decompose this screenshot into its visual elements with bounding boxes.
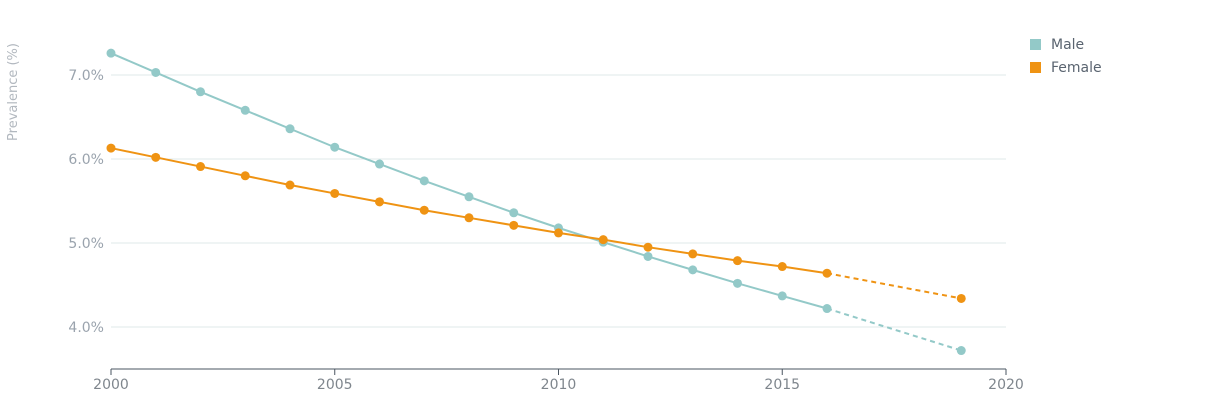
data-point-male[interactable] <box>464 192 474 202</box>
data-point-male[interactable] <box>822 304 832 314</box>
legend-swatch-male <box>1030 39 1041 50</box>
data-point-male[interactable] <box>196 87 205 97</box>
legend-swatch-female <box>1030 62 1041 73</box>
data-point-female[interactable] <box>375 197 384 207</box>
series-line-male <box>110 52 828 310</box>
projection-point-male[interactable] <box>956 346 966 356</box>
y-tick-label: 5.0% <box>68 236 104 252</box>
data-point-male[interactable] <box>509 208 519 218</box>
projection-point-female[interactable] <box>956 293 966 303</box>
data-point-male[interactable] <box>106 48 116 58</box>
data-point-female[interactable] <box>464 213 474 223</box>
data-point-male[interactable] <box>419 176 429 186</box>
legend-item-male[interactable]: Male <box>1030 33 1102 56</box>
data-point-female[interactable] <box>554 228 563 238</box>
data-point-female[interactable] <box>419 205 429 215</box>
data-point-female[interactable] <box>196 162 205 172</box>
x-tick-label: 2015 <box>764 377 800 393</box>
legend: Male Female <box>1030 33 1102 79</box>
x-tick-label: 2020 <box>988 377 1024 393</box>
legend-label-male: Male <box>1051 36 1085 53</box>
grid-lines <box>111 74 1006 328</box>
data-point-female[interactable] <box>509 220 519 230</box>
data-point-male[interactable] <box>285 124 295 134</box>
data-point-female[interactable] <box>285 180 295 190</box>
data-point-male[interactable] <box>330 142 340 152</box>
data-point-male[interactable] <box>375 159 384 169</box>
y-tick-label: 4.0% <box>68 320 104 336</box>
series-male <box>106 48 966 356</box>
data-point-female[interactable] <box>643 242 653 252</box>
data-point-male[interactable] <box>643 251 653 261</box>
data-point-female[interactable] <box>777 262 787 272</box>
y-tick-label: 6.0% <box>68 152 104 168</box>
x-tick-label: 2010 <box>541 377 577 393</box>
data-point-female[interactable] <box>733 256 742 266</box>
data-point-male[interactable] <box>151 67 161 77</box>
y-tick-label: 7.0% <box>68 68 104 84</box>
data-point-male[interactable] <box>733 278 742 288</box>
data-point-male[interactable] <box>688 265 698 275</box>
series-line-female <box>110 147 828 275</box>
data-point-female[interactable] <box>151 152 161 162</box>
x-tick-label: 2000 <box>93 377 129 393</box>
data-point-female[interactable] <box>822 268 832 278</box>
legend-item-female[interactable]: Female <box>1030 56 1102 79</box>
data-point-female[interactable] <box>106 143 116 153</box>
projection-line-female <box>826 272 962 300</box>
data-point-female[interactable] <box>330 188 340 198</box>
projection-line-male <box>826 307 962 352</box>
x-tick-label: 2005 <box>317 377 353 393</box>
series-female <box>106 143 966 303</box>
data-point-female[interactable] <box>240 171 250 181</box>
axes: Prevalence (%) 4.0% 5.0% 6.0% 7.0% 2000 2005 2… <box>6 43 1024 393</box>
data-point-male[interactable] <box>777 291 787 301</box>
legend-label-female: Female <box>1051 59 1102 76</box>
y-axis-title: Prevalence (%) <box>6 43 21 141</box>
series-layer <box>106 48 966 356</box>
data-point-female[interactable] <box>688 249 698 259</box>
data-point-male[interactable] <box>240 105 250 115</box>
data-point-female[interactable] <box>598 235 608 245</box>
